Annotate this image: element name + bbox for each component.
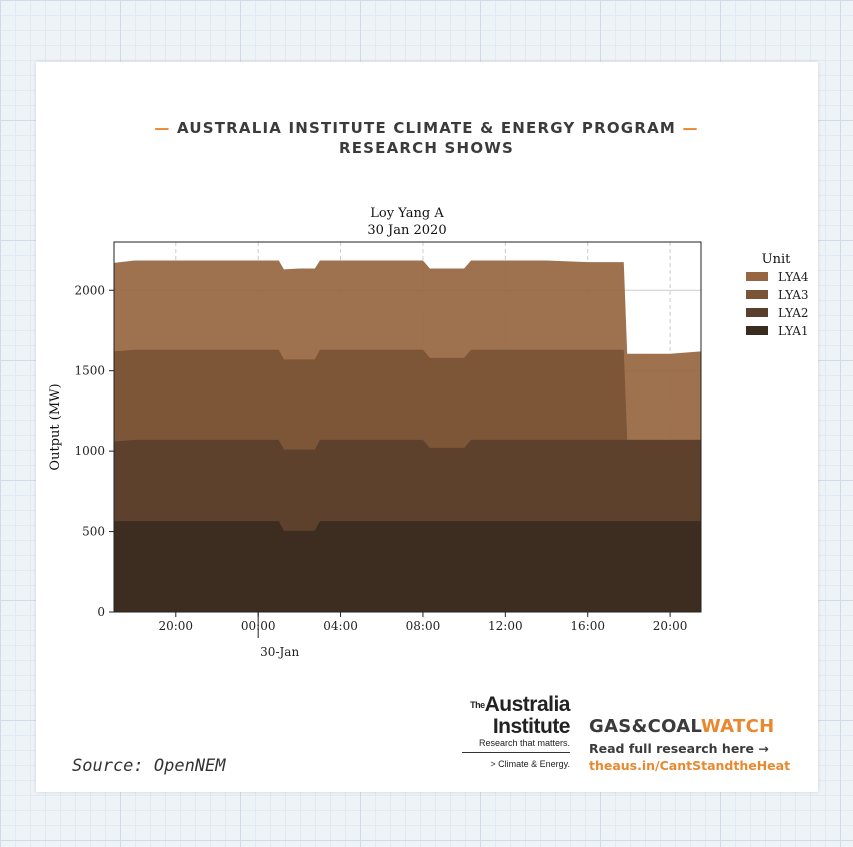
logo-word-australia: Australia bbox=[484, 693, 571, 716]
x-major-label-1: 30-Jan bbox=[260, 645, 299, 659]
legend-label-lya2: LYA2 bbox=[778, 306, 809, 320]
y-tick-label-1: 500 bbox=[82, 525, 105, 539]
gas-coal-watch-logo: GAS&COALWATCH bbox=[589, 716, 790, 737]
x-tick-label-3: 08:00 bbox=[406, 619, 441, 633]
legend-swatch-lya3 bbox=[746, 290, 768, 299]
x-tick-label-2: 04:00 bbox=[323, 619, 358, 633]
gas-coal-watch-block: GAS&COALWATCH Read full research here → … bbox=[589, 716, 790, 773]
australia-institute-logo: TheAustralia Institute Research that mat… bbox=[462, 694, 571, 771]
logo-program: > Climate & Energy. bbox=[490, 759, 570, 769]
legend-label-lya4: LYA4 bbox=[778, 270, 809, 284]
legend-swatch-lya1 bbox=[746, 326, 768, 335]
header-line-1: — AUSTRALIA INSTITUTE CLIMATE & ENERGY P… bbox=[0, 118, 853, 138]
header-title: AUSTRALIA INSTITUTE CLIMATE & ENERGY PRO… bbox=[176, 119, 677, 137]
logo-tagline: Research that matters. bbox=[462, 737, 570, 753]
y-tick-label-2: 1000 bbox=[74, 444, 105, 458]
legend-swatch-lya2 bbox=[746, 308, 768, 317]
plot-frame bbox=[113, 241, 702, 613]
legend-swatch-lya4 bbox=[746, 272, 768, 281]
research-cta: Read full research here → bbox=[589, 741, 769, 756]
brand-watch: WATCH bbox=[700, 716, 775, 737]
y-tick-label-3: 1500 bbox=[74, 364, 105, 378]
legend-label-lya3: LYA3 bbox=[778, 288, 809, 302]
brand-gascoal: GAS&COAL bbox=[589, 716, 701, 737]
legend-title: Unit bbox=[762, 252, 791, 267]
chart-title: Loy Yang A bbox=[370, 206, 444, 221]
logo-word-institute: Institute bbox=[492, 715, 571, 738]
y-tick-label-0: 0 bbox=[97, 605, 105, 619]
x-tick-label-0: 20:00 bbox=[158, 619, 193, 633]
area-lya1 bbox=[114, 521, 701, 612]
legend: Unit LYA4 LYA3 LYA2 LYA1 bbox=[746, 252, 809, 338]
logo-sup: The bbox=[470, 700, 485, 710]
x-tick-label-5: 16:00 bbox=[570, 619, 605, 633]
y-axis-label: Output (MW) bbox=[48, 383, 63, 470]
legend-label-lya1: LYA1 bbox=[778, 324, 809, 338]
x-tick-label-6: 20:00 bbox=[653, 619, 688, 633]
header-line-2: RESEARCH SHOWS bbox=[338, 139, 515, 157]
stacked-areas bbox=[114, 260, 701, 612]
logo-line-1: TheAustralia bbox=[462, 694, 570, 716]
research-link[interactable]: theaus.in/CantStandtheHeat bbox=[589, 758, 791, 773]
chart-subtitle: 30 Jan 2020 bbox=[367, 223, 446, 238]
y-tick-label-4: 2000 bbox=[74, 283, 105, 297]
program-header: — AUSTRALIA INSTITUTE CLIMATE & ENERGY P… bbox=[0, 118, 853, 158]
header-dash-left: — bbox=[154, 119, 171, 137]
x-tick-label-4: 12:00 bbox=[488, 619, 523, 633]
header-dash-right: — bbox=[682, 119, 699, 137]
source-note: Source: OpenNEM bbox=[72, 756, 226, 776]
